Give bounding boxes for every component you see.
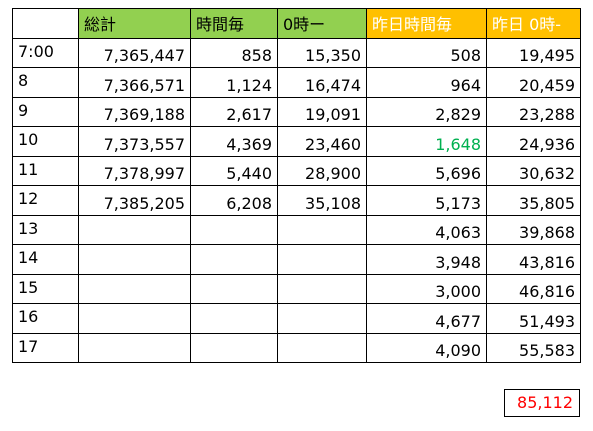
yesterday-since-midnight-cell[interactable]: 23,288 bbox=[486, 96, 581, 127]
yesterday-since-midnight-cell[interactable]: 55,583 bbox=[486, 332, 581, 363]
yesterday-hourly-cell[interactable]: 3,000 bbox=[366, 273, 487, 304]
row-label-cell[interactable]: 15 bbox=[12, 273, 79, 304]
table-row: 8 7,366,571 1,124 16,474 964 20,459 bbox=[12, 67, 581, 98]
table-row: 9 7,369,188 2,617 19,091 2,829 23,288 bbox=[12, 96, 581, 127]
yesterday-hourly-cell[interactable]: 2,829 bbox=[366, 96, 487, 127]
header-total[interactable]: 総計 bbox=[78, 8, 191, 39]
hourly-cell[interactable]: 5,440 bbox=[190, 155, 278, 186]
yesterday-hourly-cell-highlighted[interactable]: 1,648 bbox=[366, 126, 487, 157]
yesterday-since-midnight-cell[interactable]: 35,805 bbox=[486, 185, 581, 216]
table-row: 7:00 7,365,447 858 15,350 508 19,495 bbox=[12, 37, 581, 68]
since-midnight-cell[interactable]: 23,460 bbox=[277, 126, 367, 157]
hourly-cell[interactable]: 4,369 bbox=[190, 126, 278, 157]
row-label-cell[interactable]: 13 bbox=[12, 214, 79, 245]
row-label-cell[interactable]: 14 bbox=[12, 244, 79, 275]
yesterday-since-midnight-cell[interactable]: 30,632 bbox=[486, 155, 581, 186]
yesterday-hourly-cell[interactable]: 508 bbox=[366, 37, 487, 68]
total-cell[interactable]: 7,366,571 bbox=[78, 67, 191, 98]
yesterday-since-midnight-cell[interactable]: 20,459 bbox=[486, 67, 581, 98]
since-midnight-cell[interactable] bbox=[277, 303, 367, 334]
table-row: 13 4,063 39,868 bbox=[12, 214, 581, 245]
table-row: 16 4,677 51,493 bbox=[12, 303, 581, 334]
hourly-cell[interactable] bbox=[190, 273, 278, 304]
header-yesterday-hourly[interactable]: 昨日時間毎 bbox=[366, 8, 487, 39]
hourly-cell[interactable]: 858 bbox=[190, 37, 278, 68]
since-midnight-cell[interactable] bbox=[277, 332, 367, 363]
total-cell[interactable] bbox=[78, 244, 191, 275]
total-cell[interactable]: 7,369,188 bbox=[78, 96, 191, 127]
row-label-cell[interactable]: 10 bbox=[12, 126, 79, 157]
since-midnight-cell[interactable] bbox=[277, 214, 367, 245]
table-row: 10 7,373,557 4,369 23,460 1,648 24,936 bbox=[12, 126, 581, 157]
hourly-cell[interactable] bbox=[190, 214, 278, 245]
total-cell[interactable]: 7,373,557 bbox=[78, 126, 191, 157]
header-since-midnight[interactable]: 0時ー bbox=[277, 8, 367, 39]
row-label-cell[interactable]: 11 bbox=[12, 155, 79, 186]
header-yesterday-since-midnight[interactable]: 昨日 0時- bbox=[486, 8, 581, 39]
row-label-cell[interactable]: 7:00 bbox=[12, 37, 79, 68]
since-midnight-cell[interactable]: 16,474 bbox=[277, 67, 367, 98]
hourly-cell[interactable]: 6,208 bbox=[190, 185, 278, 216]
total-cell[interactable] bbox=[78, 214, 191, 245]
since-midnight-cell[interactable]: 28,900 bbox=[277, 155, 367, 186]
yesterday-hourly-cell[interactable]: 964 bbox=[366, 67, 487, 98]
yesterday-since-midnight-cell[interactable]: 43,816 bbox=[486, 244, 581, 275]
hourly-cell[interactable] bbox=[190, 244, 278, 275]
total-cell[interactable]: 7,365,447 bbox=[78, 37, 191, 68]
since-midnight-cell[interactable] bbox=[277, 273, 367, 304]
table-row: 15 3,000 46,816 bbox=[12, 273, 581, 304]
table-row: 14 3,948 43,816 bbox=[12, 244, 581, 275]
since-midnight-cell[interactable]: 19,091 bbox=[277, 96, 367, 127]
row-label-cell[interactable]: 8 bbox=[12, 67, 79, 98]
total-cell[interactable] bbox=[78, 303, 191, 334]
total-cell[interactable] bbox=[78, 332, 191, 363]
yesterday-since-midnight-cell[interactable]: 51,493 bbox=[486, 303, 581, 334]
total-cell[interactable]: 7,385,205 bbox=[78, 185, 191, 216]
yesterday-hourly-cell[interactable]: 4,677 bbox=[366, 303, 487, 334]
hourly-cell[interactable]: 2,617 bbox=[190, 96, 278, 127]
yesterday-since-midnight-cell[interactable]: 24,936 bbox=[486, 126, 581, 157]
row-label-cell[interactable]: 16 bbox=[12, 303, 79, 334]
row-label-cell[interactable]: 17 bbox=[12, 332, 79, 363]
header-hourly[interactable]: 時間毎 bbox=[190, 8, 278, 39]
hourly-cell[interactable] bbox=[190, 332, 278, 363]
table-row: 17 4,090 55,583 bbox=[12, 332, 581, 363]
since-midnight-cell[interactable]: 35,108 bbox=[277, 185, 367, 216]
yesterday-since-midnight-cell[interactable]: 19,495 bbox=[486, 37, 581, 68]
since-midnight-cell[interactable] bbox=[277, 244, 367, 275]
hourly-count-table: 総計 時間毎 0時ー 昨日時間毎 昨日 0時- 7:00 7,365,447 8… bbox=[12, 8, 581, 363]
table-row: 11 7,378,997 5,440 28,900 5,696 30,632 bbox=[12, 155, 581, 186]
hourly-cell[interactable] bbox=[190, 303, 278, 334]
yesterday-hourly-cell[interactable]: 3,948 bbox=[366, 244, 487, 275]
hourly-cell[interactable]: 1,124 bbox=[190, 67, 278, 98]
since-midnight-cell[interactable]: 15,350 bbox=[277, 37, 367, 68]
header-row: 総計 時間毎 0時ー 昨日時間毎 昨日 0時- bbox=[12, 8, 581, 39]
grand-total-cell[interactable]: 85,112 bbox=[504, 389, 580, 417]
header-corner-cell[interactable] bbox=[12, 8, 79, 39]
yesterday-since-midnight-cell[interactable]: 39,868 bbox=[486, 214, 581, 245]
yesterday-hourly-cell[interactable]: 4,063 bbox=[366, 214, 487, 245]
total-cell[interactable] bbox=[78, 273, 191, 304]
table-row: 12 7,385,205 6,208 35,108 5,173 35,805 bbox=[12, 185, 581, 216]
yesterday-hourly-cell[interactable]: 4,090 bbox=[366, 332, 487, 363]
row-label-cell[interactable]: 9 bbox=[12, 96, 79, 127]
yesterday-since-midnight-cell[interactable]: 46,816 bbox=[486, 273, 581, 304]
row-label-cell[interactable]: 12 bbox=[12, 185, 79, 216]
yesterday-hourly-cell[interactable]: 5,173 bbox=[366, 185, 487, 216]
yesterday-hourly-cell[interactable]: 5,696 bbox=[366, 155, 487, 186]
total-cell[interactable]: 7,378,997 bbox=[78, 155, 191, 186]
